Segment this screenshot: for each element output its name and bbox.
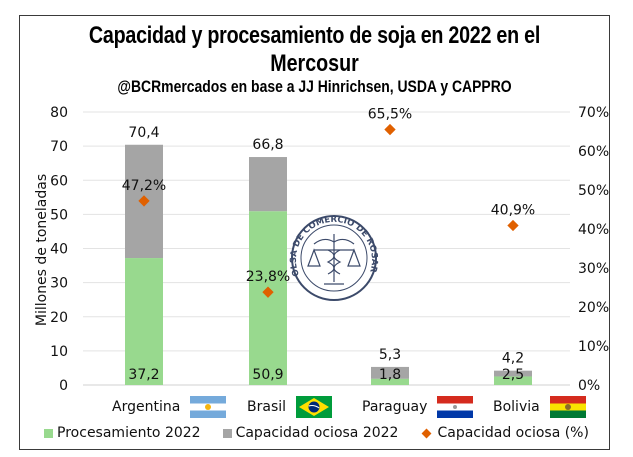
right-axis-ticks: 0% 10% 20% 30% 40% 50% 60% 70% [578, 105, 609, 394]
category-argentina: Argentina [112, 396, 227, 418]
brasil-flag-icon [296, 396, 333, 418]
marker-capacidad-ociosa-pct [507, 219, 519, 232]
bar-capacidad-ociosa [494, 370, 532, 377]
argentina-flag-icon [190, 396, 227, 418]
data-label-pct: 40,9% [491, 202, 535, 218]
marker-capacidad-ociosa-pct [262, 286, 274, 298]
y2-tick-label: 40% [578, 222, 609, 238]
chart-title-line2: Mercosur [270, 50, 359, 77]
data-label-procesamiento: 1,8 [379, 367, 401, 383]
legend-label: Procesamiento 2022 [57, 425, 201, 441]
data-label-procesamiento: 50,9 [252, 367, 283, 383]
y2-tick-label: 20% [578, 300, 609, 316]
legend-label: Capacidad ociosa (%) [437, 425, 589, 441]
y-tick-label: 0 [59, 378, 68, 394]
y2-tick-label: 50% [578, 183, 609, 199]
bar-procesamiento [125, 258, 163, 385]
data-label-procesamiento: 2,5 [502, 367, 524, 383]
y-tick-label: 80 [50, 105, 68, 121]
data-label-total: 66,8 [252, 137, 283, 153]
y-axis-label: Millones de toneladas [34, 174, 50, 326]
y-tick-label: 40 [50, 242, 68, 258]
bolivia-flag-icon [549, 396, 586, 418]
bcr-seal-watermark: BOLSA DE COMERCIO DE ROSARIO [289, 215, 379, 301]
y-tick-label: 60 [50, 173, 68, 189]
category-bolivia: Bolivia [493, 396, 586, 418]
chart-title-line1: Capacidad y procesamiento de soja en 202… [88, 22, 541, 49]
legend-label: Capacidad ociosa 2022 [235, 425, 399, 441]
category-paraguay: Paraguay [362, 396, 474, 418]
y2-tick-label: 30% [578, 261, 609, 277]
y-tick-label: 10 [50, 344, 68, 360]
legend-swatch-gray [222, 428, 232, 438]
data-label-total: 5,3 [379, 347, 401, 363]
data-label-pct: 47,2% [122, 178, 166, 194]
y2-tick-label: 0% [578, 378, 600, 394]
bar-procesamiento [249, 211, 287, 385]
chart-subtitle: @BCRmercados en base a JJ Hinrichsen, US… [117, 77, 512, 96]
y2-tick-label: 10% [578, 339, 609, 355]
y-tick-label: 50 [50, 207, 68, 223]
marker-labels: 47,2% 23,8% 65,5% 40,9% [122, 107, 535, 286]
y-tick-label: 20 [50, 310, 68, 326]
markers [138, 123, 519, 298]
bar-procesamiento [494, 376, 532, 385]
y2-tick-label: 70% [578, 105, 609, 121]
legend: Procesamiento 2022 Capacidad ociosa 2022… [0, 425, 633, 441]
legend-item-capacidad-ociosa: Capacidad ociosa 2022 [222, 425, 399, 441]
category-label: Argentina [112, 399, 181, 415]
data-label-pct: 65,5% [368, 107, 412, 123]
legend-diamond-icon [422, 428, 432, 438]
marker-capacidad-ociosa-pct [384, 123, 396, 136]
y2-tick-label: 60% [578, 144, 609, 160]
data-label-procesamiento: 37,2 [128, 367, 159, 383]
category-label: Paraguay [362, 399, 428, 415]
data-label-total: 70,4 [128, 125, 159, 141]
bar-capacidad-ociosa [371, 366, 409, 379]
legend-swatch-green [44, 428, 54, 438]
category-brasil: Brasil [247, 396, 333, 418]
data-label-total: 4,2 [502, 351, 524, 367]
legend-item-procesamiento: Procesamiento 2022 [44, 425, 201, 441]
bar-procesamiento [371, 378, 409, 385]
legend-item-capacidad-ociosa-pct: Capacidad ociosa (%) [420, 425, 589, 441]
bar-capacidad-ociosa [249, 157, 287, 212]
caduceus-scales-icon [307, 234, 361, 285]
left-axis-ticks: 0 10 20 30 40 50 60 70 80 [50, 105, 68, 394]
category-label: Brasil [247, 399, 287, 415]
y-tick-label: 70 [50, 139, 68, 155]
paraguay-flag-icon [437, 396, 474, 418]
y-tick-label: 30 [50, 276, 68, 292]
category-label: Bolivia [493, 399, 540, 415]
bar-labels: 37,2 70,4 50,9 66,8 1,8 5,3 2,54,2 [128, 125, 524, 383]
data-label-pct: 23,8% [246, 269, 290, 285]
marker-capacidad-ociosa-pct [138, 195, 150, 207]
